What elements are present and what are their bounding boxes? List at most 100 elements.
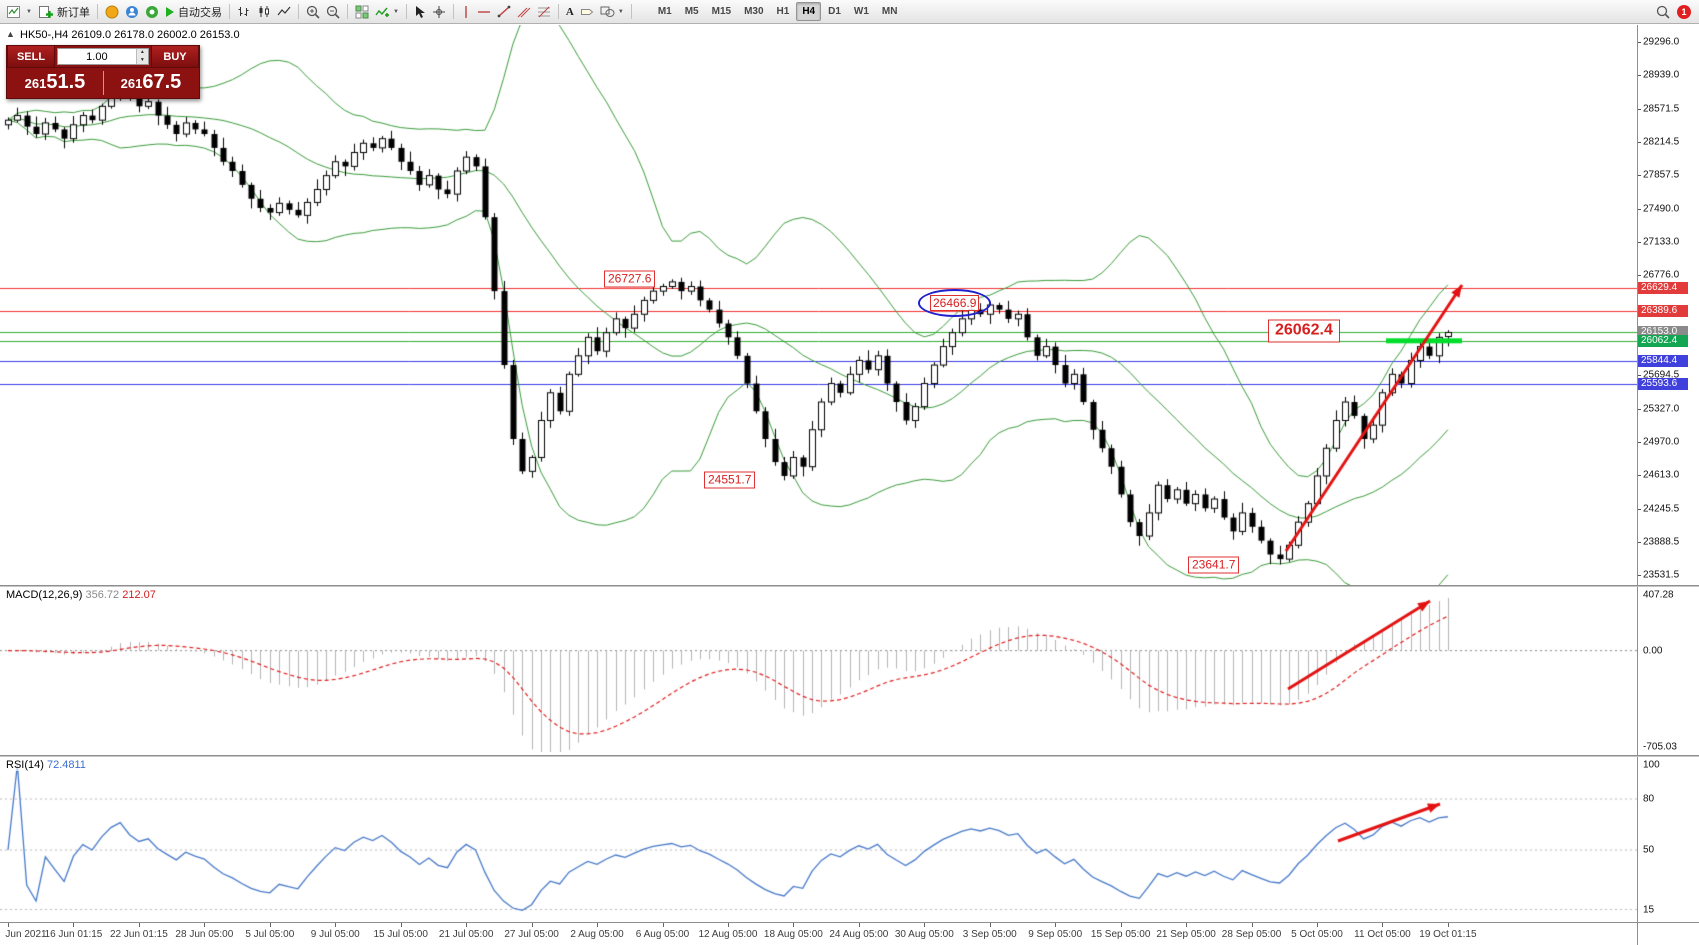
price-axis-label: 27857.5 bbox=[1643, 169, 1680, 181]
timeframe-m30[interactable]: M30 bbox=[744, 6, 764, 17]
timeframe-m15[interactable]: M15 bbox=[711, 6, 732, 17]
rsi-axis[interactable]: 100 80 50 15 bbox=[1637, 757, 1699, 922]
timeframe-w1[interactable]: W1 bbox=[853, 6, 869, 17]
one-click-toggle[interactable]: ▲ bbox=[6, 29, 15, 39]
time-tick bbox=[73, 923, 75, 927]
chart-annotation-24551.7[interactable]: 24551.7 bbox=[704, 471, 756, 489]
spinner-up-icon[interactable]: ▲ bbox=[136, 49, 148, 57]
time-tick bbox=[858, 923, 860, 927]
candlestick-chart-button[interactable] bbox=[254, 2, 274, 22]
time-tick bbox=[1186, 923, 1188, 927]
channel-button[interactable] bbox=[514, 2, 534, 22]
macd-value-main: 356.72 bbox=[85, 589, 120, 601]
time-tick bbox=[466, 923, 468, 927]
panel-separator[interactable] bbox=[0, 755, 1699, 757]
new-chart-button[interactable]: ▼ bbox=[4, 2, 35, 22]
trendline-icon bbox=[497, 5, 511, 18]
sell-button[interactable]: SELL bbox=[7, 46, 55, 67]
zoom-out-button[interactable] bbox=[323, 2, 343, 22]
search-icon bbox=[1656, 5, 1670, 19]
channel-icon bbox=[517, 7, 531, 18]
panel-separator[interactable] bbox=[0, 585, 1699, 587]
volume-field: ▲▼ bbox=[57, 48, 149, 65]
macd-title: MACD(12,26,9) bbox=[6, 589, 83, 601]
price-axis-label: 23888.5 bbox=[1643, 536, 1680, 548]
shapes-button[interactable]: ▼ bbox=[597, 2, 627, 22]
macd-value-signal: 212.07 bbox=[122, 589, 156, 601]
crosshair-button[interactable] bbox=[429, 2, 449, 22]
price-axis-label: 24245.5 bbox=[1643, 503, 1680, 515]
indicators-icon bbox=[375, 7, 389, 17]
zoom-in-button[interactable] bbox=[303, 2, 323, 22]
notification-badge[interactable]: 1 bbox=[1677, 4, 1691, 19]
volume-input[interactable] bbox=[58, 49, 136, 64]
macd-axis[interactable]: 407.28 0.00 -705.03 bbox=[1637, 587, 1699, 755]
price-big-digits: 67.5 bbox=[142, 71, 182, 93]
chart-annotation-26727.6[interactable]: 26727.6 bbox=[604, 270, 656, 288]
timeframe-m5[interactable]: M5 bbox=[684, 6, 699, 17]
new-order-button[interactable]: 新订单 bbox=[35, 2, 93, 22]
chart-annotation-26062.4[interactable]: 26062.4 bbox=[1268, 319, 1340, 343]
price-axis[interactable]: 29296.0 28939.0 28571.5 28214.5 27857.5 27490… bbox=[1637, 25, 1699, 585]
main-chart-canvas[interactable] bbox=[0, 25, 1637, 585]
price-marker-26062.4: 26062.4 bbox=[1638, 334, 1688, 347]
vertical-line-button[interactable] bbox=[458, 2, 474, 22]
time-axis-label: 19 Oct 01:15 bbox=[1419, 929, 1477, 940]
rsi-axis-label: 50 bbox=[1643, 844, 1655, 856]
axis-tick bbox=[1638, 408, 1641, 410]
rsi-canvas[interactable] bbox=[0, 757, 1637, 922]
price-axis-label: 24613.0 bbox=[1643, 469, 1680, 481]
mql5-button[interactable] bbox=[102, 2, 122, 22]
search-button[interactable] bbox=[1653, 2, 1673, 22]
community-icon bbox=[125, 5, 138, 18]
fibonacci-icon bbox=[537, 6, 550, 18]
timeframe-group: M1 M5 M15 M30 H1 H4 D1 W1 MN bbox=[652, 2, 904, 21]
zoom-in-icon bbox=[306, 5, 320, 19]
trendline-button[interactable] bbox=[494, 2, 514, 22]
autotrading-button[interactable]: 自动交易 bbox=[162, 2, 225, 22]
time-tick bbox=[1317, 923, 1318, 927]
toolbar: ▼ 新订单 自动交易 ▼ bbox=[0, 0, 1699, 24]
time-tick bbox=[1447, 923, 1449, 927]
tile-windows-button[interactable] bbox=[352, 2, 372, 22]
timeframe-mn[interactable]: MN bbox=[881, 6, 898, 17]
indicators-button[interactable]: ▼ bbox=[372, 2, 402, 22]
time-axis-label: 2 Aug 05:00 bbox=[570, 929, 624, 940]
timeframe-d1[interactable]: D1 bbox=[828, 6, 841, 17]
cursor-button[interactable] bbox=[411, 2, 429, 22]
timeframe-h4[interactable]: H4 bbox=[796, 2, 822, 21]
time-axis-label: 27 Jul 05:00 bbox=[504, 929, 559, 940]
bid-price: 261 51.5 bbox=[7, 68, 103, 98]
line-chart-button[interactable] bbox=[274, 2, 294, 22]
horizontal-line-button[interactable] bbox=[474, 2, 494, 22]
bar-chart-icon bbox=[238, 7, 249, 16]
label-button[interactable] bbox=[577, 2, 597, 22]
price-marker-26629.4: 26629.4 bbox=[1638, 282, 1688, 295]
rsi-panel: RSI(14) 72.4811 100 80 50 15 bbox=[0, 757, 1699, 922]
volume-spinner[interactable]: ▲ ▼ bbox=[135, 49, 148, 64]
rsi-label: RSI(14) 72.4811 bbox=[4, 759, 88, 771]
rsi-title: RSI(14) bbox=[6, 759, 44, 771]
time-axis-label: 22 Jun 01:15 bbox=[109, 929, 168, 940]
bar-chart-button[interactable] bbox=[234, 2, 254, 22]
market-button[interactable] bbox=[142, 2, 162, 22]
ask-price: 261 67.5 bbox=[103, 68, 199, 98]
fibonacci-button[interactable] bbox=[534, 2, 554, 22]
time-axis-label: 5 Jul 05:00 bbox=[245, 929, 295, 940]
time-axis[interactable]: Jun 2021 16 Jun 01:15 22 Jun 01:15 28 Jun 0… bbox=[0, 922, 1699, 945]
axis-tick bbox=[1638, 42, 1641, 43]
timeframe-m1[interactable]: M1 bbox=[657, 6, 672, 17]
text-button[interactable]: A bbox=[565, 5, 574, 18]
price-marker-25844.4: 25844.4 bbox=[1638, 354, 1688, 367]
buy-button[interactable]: BUY bbox=[151, 46, 199, 67]
spinner-down-icon[interactable]: ▼ bbox=[136, 56, 148, 64]
timeframe-h1[interactable]: H1 bbox=[776, 6, 790, 17]
time-tick bbox=[400, 923, 402, 927]
community-button[interactable] bbox=[122, 2, 142, 22]
new-order-label: 新订单 bbox=[56, 6, 90, 19]
chart-annotation-23641.7[interactable]: 23641.7 bbox=[1188, 556, 1240, 573]
macd-canvas[interactable] bbox=[0, 587, 1637, 755]
chart-annotation-26466.9[interactable]: 26466.9 bbox=[918, 289, 992, 318]
axis-tick bbox=[1638, 108, 1641, 110]
axis-tick bbox=[1638, 241, 1641, 243]
